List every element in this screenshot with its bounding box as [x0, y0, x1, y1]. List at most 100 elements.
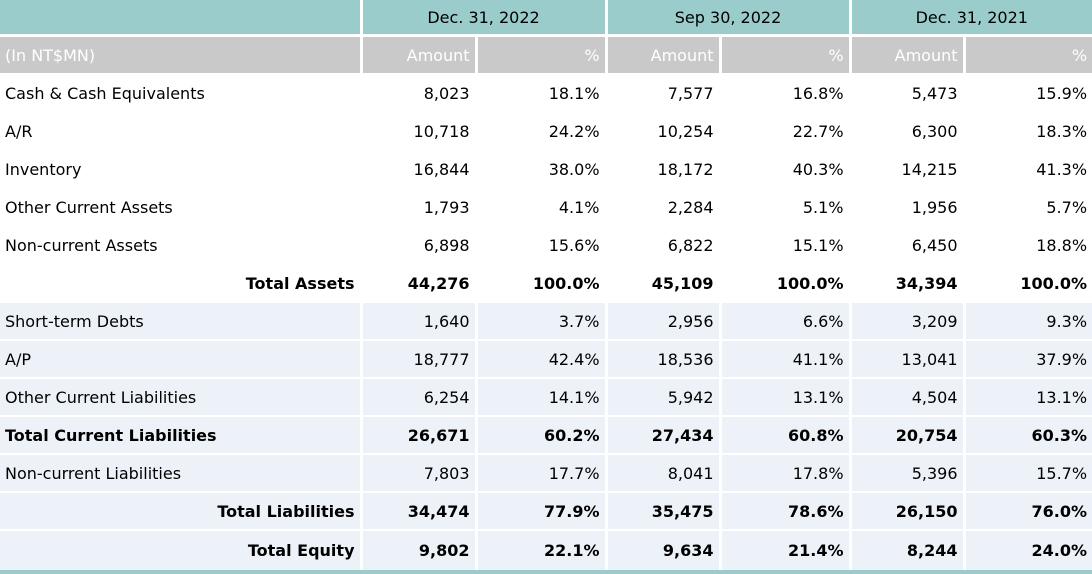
period-header-row: Dec. 31, 2022 Sep 30, 2022 Dec. 31, 2021 [0, 0, 1092, 37]
row-accounts-receivable: A/R 10,718 24.2% 10,254 22.7% 6,300 18.3… [0, 112, 1092, 151]
percent-cell: 60.2% [474, 416, 607, 455]
percent-cell: 100.0% [474, 264, 607, 303]
percent-cell: 13.1% [962, 378, 1092, 417]
amount-cell: 5,473 [848, 74, 965, 113]
amount-cell: 5,396 [848, 454, 965, 493]
amount-cell: 9,634 [604, 530, 721, 570]
row-label: A/R [0, 112, 361, 151]
amount-cell: 1,640 [359, 302, 476, 341]
row-label: Other Current Liabilities [0, 378, 361, 417]
amount-cell: 2,284 [604, 188, 721, 227]
amount-cell: 3,209 [848, 302, 965, 341]
percent-cell: 77.9% [474, 492, 607, 531]
bottom-accent-bar [0, 570, 1092, 574]
row-total-equity: Total Equity 9,802 22.1% 9,634 21.4% 8,2… [0, 530, 1092, 570]
amount-cell: 26,671 [359, 416, 476, 455]
percent-cell: 17.7% [474, 454, 607, 493]
amount-cell: 6,254 [359, 378, 476, 417]
subheader-row: (In NT$MN) Amount % Amount % Amount % [0, 35, 1092, 75]
amount-cell: 13,041 [848, 340, 965, 379]
amount-cell: 34,474 [359, 492, 476, 531]
amount-cell: 10,718 [359, 112, 476, 151]
percent-cell: 15.6% [474, 226, 607, 265]
row-other-current-liabilities: Other Current Liabilities 6,254 14.1% 5,… [0, 378, 1092, 417]
amount-cell: 18,172 [604, 150, 721, 189]
amount-cell: 5,942 [604, 378, 721, 417]
amount-cell: 14,215 [848, 150, 965, 189]
percent-cell: 22.1% [474, 530, 607, 570]
percent-cell: 18.3% [962, 112, 1092, 151]
amount-cell: 18,536 [604, 340, 721, 379]
percent-cell: 4.1% [474, 188, 607, 227]
row-short-term-debts: Short-term Debts 1,640 3.7% 2,956 6.6% 3… [0, 302, 1092, 341]
row-label: Total Equity [0, 530, 361, 570]
period-header-sep-2022: Sep 30, 2022 [604, 0, 851, 37]
amount-cell: 20,754 [848, 416, 965, 455]
percent-column-header: % [962, 35, 1092, 75]
percent-cell: 14.1% [474, 378, 607, 417]
amount-column-header: Amount [848, 35, 965, 75]
percent-cell: 16.8% [718, 74, 851, 113]
percent-cell: 24.0% [962, 530, 1092, 570]
percent-column-header: % [718, 35, 851, 75]
amount-cell: 8,244 [848, 530, 965, 570]
percent-column-header: % [474, 35, 607, 75]
row-label: A/P [0, 340, 361, 379]
percent-cell: 21.4% [718, 530, 851, 570]
percent-cell: 6.6% [718, 302, 851, 341]
amount-cell: 6,898 [359, 226, 476, 265]
percent-cell: 15.1% [718, 226, 851, 265]
percent-cell: 41.3% [962, 150, 1092, 189]
percent-cell: 18.8% [962, 226, 1092, 265]
row-label: Non-current Assets [0, 226, 361, 265]
percent-cell: 24.2% [474, 112, 607, 151]
header-corner-cell [0, 0, 361, 37]
amount-column-header: Amount [604, 35, 721, 75]
percent-cell: 22.7% [718, 112, 851, 151]
percent-cell: 15.7% [962, 454, 1092, 493]
percent-cell: 17.8% [718, 454, 851, 493]
row-non-current-assets: Non-current Assets 6,898 15.6% 6,822 15.… [0, 226, 1092, 265]
amount-cell: 2,956 [604, 302, 721, 341]
period-header-dec-2022: Dec. 31, 2022 [359, 0, 607, 37]
period-header-dec-2021: Dec. 31, 2021 [848, 0, 1092, 37]
percent-cell: 60.8% [718, 416, 851, 455]
amount-cell: 6,822 [604, 226, 721, 265]
row-total-liabilities: Total Liabilities 34,474 77.9% 35,475 78… [0, 492, 1092, 531]
percent-cell: 13.1% [718, 378, 851, 417]
amount-cell: 9,802 [359, 530, 476, 570]
percent-cell: 76.0% [962, 492, 1092, 531]
row-label: Cash & Cash Equivalents [0, 74, 361, 113]
percent-cell: 5.1% [718, 188, 851, 227]
amount-cell: 7,577 [604, 74, 721, 113]
row-label: Other Current Assets [0, 188, 361, 227]
percent-cell: 15.9% [962, 74, 1092, 113]
amount-cell: 18,777 [359, 340, 476, 379]
amount-cell: 8,041 [604, 454, 721, 493]
row-label: Inventory [0, 150, 361, 189]
row-label: Total Current Liabilities [0, 416, 361, 455]
row-cash-equivalents: Cash & Cash Equivalents 8,023 18.1% 7,57… [0, 74, 1092, 113]
amount-cell: 8,023 [359, 74, 476, 113]
row-label: Short-term Debts [0, 302, 361, 341]
percent-cell: 38.0% [474, 150, 607, 189]
row-total-assets: Total Assets 44,276 100.0% 45,109 100.0%… [0, 264, 1092, 303]
amount-cell: 27,434 [604, 416, 721, 455]
percent-cell: 3.7% [474, 302, 607, 341]
amount-cell: 45,109 [604, 264, 721, 303]
amount-cell: 16,844 [359, 150, 476, 189]
unit-label: (In NT$MN) [0, 35, 361, 75]
percent-cell: 40.3% [718, 150, 851, 189]
amount-cell: 10,254 [604, 112, 721, 151]
percent-cell: 42.4% [474, 340, 607, 379]
amount-cell: 6,300 [848, 112, 965, 151]
percent-cell: 37.9% [962, 340, 1092, 379]
percent-cell: 5.7% [962, 188, 1092, 227]
row-total-current-liabilities: Total Current Liabilities 26,671 60.2% 2… [0, 416, 1092, 455]
amount-cell: 35,475 [604, 492, 721, 531]
amount-cell: 26,150 [848, 492, 965, 531]
amount-cell: 34,394 [848, 264, 965, 303]
amount-cell: 1,793 [359, 188, 476, 227]
